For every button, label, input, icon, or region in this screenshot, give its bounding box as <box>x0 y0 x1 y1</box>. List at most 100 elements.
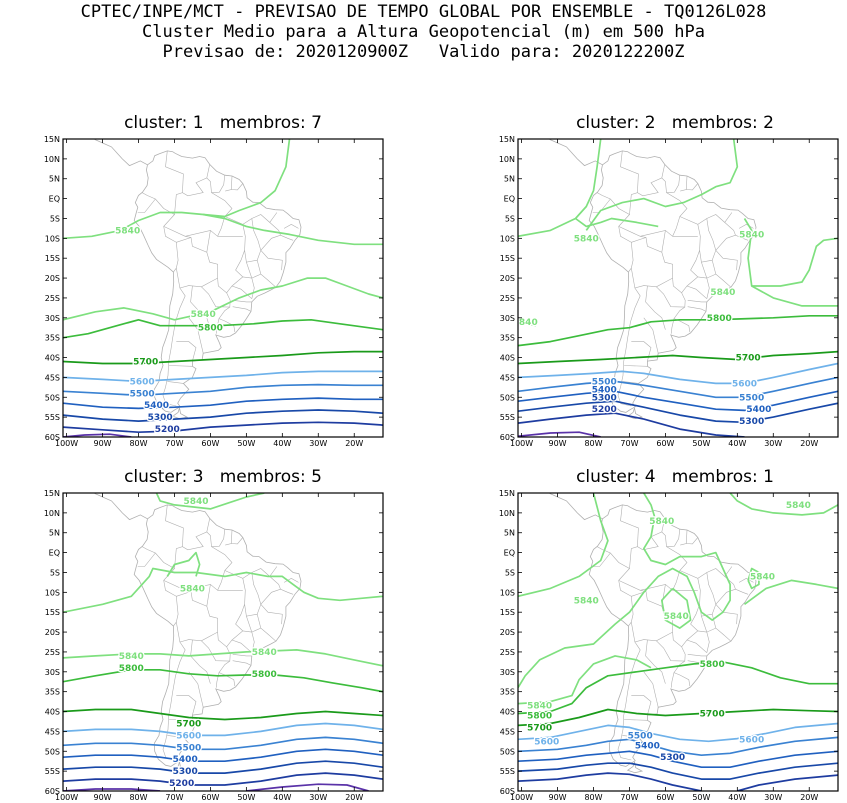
lon-tick-label: 50W <box>237 793 255 802</box>
contour-5840 <box>518 493 731 689</box>
contour-label-5800: 5800 <box>707 314 732 324</box>
contour-5800 <box>63 668 383 693</box>
lat-tick-label: 25S <box>500 294 515 303</box>
country-border <box>701 616 710 653</box>
lat-tick-label: 60S <box>500 433 515 442</box>
contour-5100 <box>63 433 132 437</box>
country-border <box>137 552 156 567</box>
lon-tick-label: 20W <box>800 439 818 448</box>
contour-5700 <box>63 350 383 365</box>
lat-tick-label: 35S <box>500 688 515 697</box>
country-border <box>167 735 184 738</box>
map-frame <box>62 492 384 792</box>
lon-tick-label: 30W <box>764 793 782 802</box>
header-line-2: Cluster Medio para a Altura Geopotencial… <box>142 22 705 42</box>
lat-tick-label: 50S <box>500 747 515 756</box>
country-border <box>224 570 246 647</box>
lat-tick-label: 60S <box>500 787 515 796</box>
lat-tick-label: 50S <box>45 393 60 402</box>
contour-label-5840: 5840 <box>664 612 689 622</box>
coastline <box>133 150 302 413</box>
lat-tick-label: 10N <box>499 509 515 518</box>
lat-tick-label: 45S <box>45 373 60 382</box>
lon-tick-label: 90W <box>94 793 112 802</box>
country-border <box>661 230 666 253</box>
coastline-tierra-del-fuego <box>626 761 644 774</box>
lat-tick-label: 45S <box>500 373 515 382</box>
lon-tick-label: 100W <box>55 793 78 802</box>
lat-tick-label: 5N <box>504 529 515 538</box>
contour-label-5300: 5300 <box>660 753 685 763</box>
country-border <box>631 341 652 362</box>
country-border <box>686 183 699 191</box>
lat-tick-label: 15S <box>500 254 515 263</box>
map-panel-1: 5840 5840 5800 5700 5600 5500 5400 5300 5200 15N 1… <box>44 135 384 448</box>
country-border <box>206 529 226 547</box>
lon-tick-label: 20W <box>345 439 363 448</box>
country-border <box>269 576 281 590</box>
lon-tick-label: 80W <box>584 439 602 448</box>
country-border <box>631 591 673 643</box>
lon-tick-label: 90W <box>549 793 567 802</box>
country-border <box>246 616 255 653</box>
contour-label-5400: 5400 <box>746 405 771 415</box>
lat-tick-label: 20S <box>500 274 515 283</box>
country-border <box>201 278 231 308</box>
lat-tick-label: 10N <box>44 509 60 518</box>
country-border <box>242 566 278 579</box>
contour-5400 <box>518 390 838 412</box>
contour-5400 <box>63 397 383 410</box>
lon-tick-label: 90W <box>549 439 567 448</box>
country-border <box>670 672 675 688</box>
contour-5700 <box>518 350 838 365</box>
contour-label-5840: 5840 <box>115 226 140 236</box>
contour-5400 <box>518 750 838 769</box>
lat-tick-label: 20S <box>45 628 60 637</box>
country-border <box>679 570 701 647</box>
contour-5800 <box>63 318 383 339</box>
contour-5800 <box>518 314 838 347</box>
contour-label-5840: 5840 <box>180 584 205 594</box>
contour-label-5800: 5800 <box>252 670 277 680</box>
lon-tick-label: 50W <box>237 439 255 448</box>
country-border <box>182 164 210 197</box>
country-border <box>637 518 665 551</box>
lat-tick-label: 10S <box>500 588 515 597</box>
contour-5840 <box>751 237 838 287</box>
contour-label-5700: 5700 <box>736 354 761 364</box>
lat-tick-label: 15N <box>44 489 60 498</box>
lon-tick-label: 60W <box>656 439 674 448</box>
country-border <box>738 224 754 229</box>
country-border <box>141 150 184 215</box>
coastline-central-america <box>93 139 148 167</box>
country-border <box>169 365 193 367</box>
contour-label-5700: 5700 <box>527 723 552 733</box>
map-frame <box>517 138 839 438</box>
lat-tick-label: 55S <box>45 767 60 776</box>
contour-label-5300: 5300 <box>592 393 617 403</box>
lat-tick-label: 40S <box>500 354 515 363</box>
lon-tick-label: 100W <box>510 439 533 448</box>
lat-tick-label: 30S <box>500 668 515 677</box>
country-border <box>687 306 707 312</box>
contour-label-5200: 5200 <box>155 425 180 435</box>
contour-label-5600: 5600 <box>130 377 155 387</box>
country-border <box>656 632 686 662</box>
lat-tick-label: 15N <box>499 489 515 498</box>
country-border <box>701 262 710 299</box>
country-border <box>176 341 197 362</box>
lon-tick-label: 100W <box>510 793 533 802</box>
coastline <box>133 504 302 767</box>
contour-label-5800: 5800 <box>527 712 552 722</box>
country-border <box>738 578 754 583</box>
lat-tick-label: EQ <box>49 549 60 558</box>
contour-label-5200: 5200 <box>592 405 617 415</box>
lat-tick-label: 15N <box>499 135 515 144</box>
contour-5840 <box>729 493 838 516</box>
lat-tick-label: 55S <box>45 413 60 422</box>
header-line-1: CPTEC/INPE/MCT - PREVISAO DE TEMPO GLOBA… <box>80 2 767 22</box>
contour-label-5700: 5700 <box>700 710 725 720</box>
country-border <box>163 568 179 627</box>
lon-tick-label: 50W <box>692 793 710 802</box>
